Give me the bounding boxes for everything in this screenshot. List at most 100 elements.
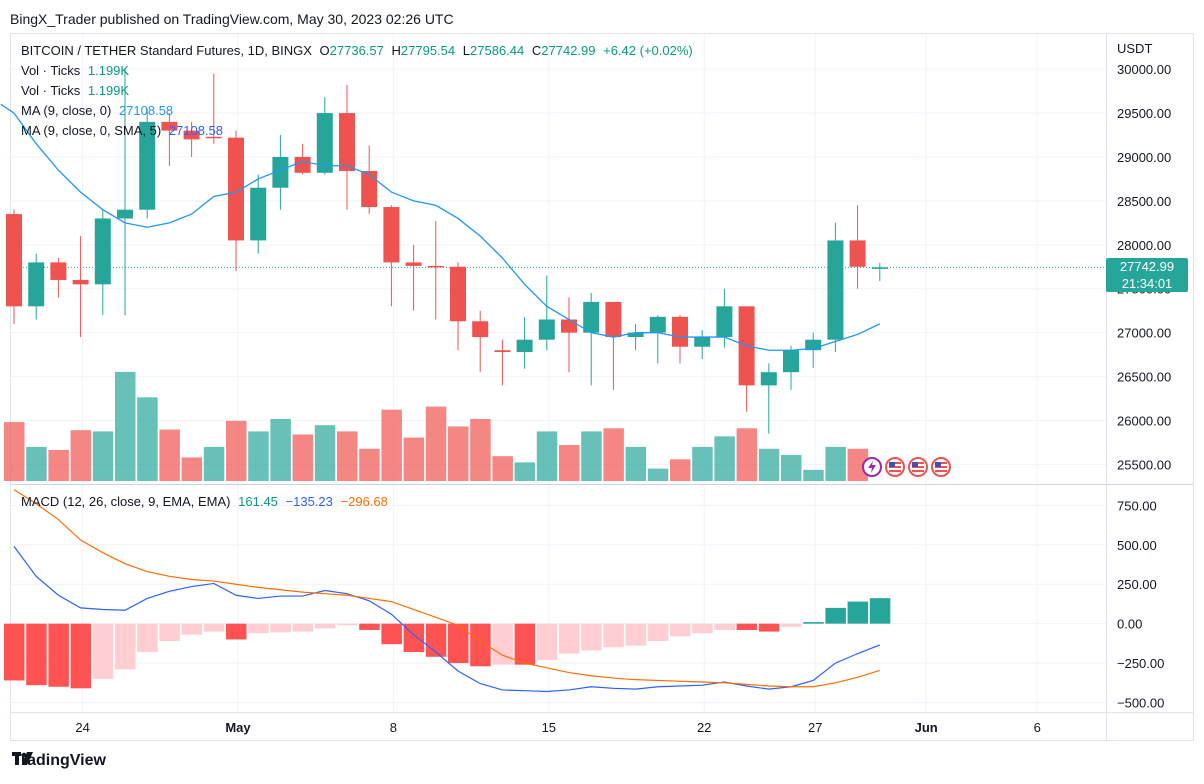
volume-value-2: 1.199K [87,83,130,98]
candle-body [849,240,866,267]
volume-bar [714,436,735,481]
volume-bar [625,446,647,481]
macd-histogram-bar [181,623,203,635]
macd-histogram-bar [270,623,291,633]
macd-axis-label: −250.00 [1117,656,1164,671]
ma-label-2: MA (9, close, 0, SMA, 5) [21,123,162,138]
us-flag-event-icon-1[interactable] [885,457,905,477]
chart-frame[interactable] [10,33,1194,741]
time-axis-label: Jun [915,720,938,735]
volume-bar [292,434,314,481]
candle-body [627,332,644,338]
us-flag-event-icon-2[interactable] [908,457,928,477]
footer-brand[interactable]: TradingView [12,752,106,770]
tradingview-logo-icon [12,752,33,765]
candle-body [450,266,466,322]
volume-bar [603,428,624,481]
candle-body [294,156,311,173]
price-axis-label: 30000.00 [1117,62,1171,77]
macd-line-value: −135.23 [285,494,333,509]
candle-body [716,306,733,338]
candle-body [827,240,844,340]
event-lightning-icon[interactable] [862,457,882,477]
candle-body [760,372,777,386]
publisher-line: BingX_Trader published on TradingView.co… [10,11,454,27]
volume-bar [381,409,402,481]
macd-histogram-bar [248,623,269,634]
high-value: 27795.54 [400,43,456,58]
price-axis-label: 28000.00 [1117,238,1171,253]
candle-body [316,113,333,173]
volume-legend-1[interactable]: Vol · Ticks 1.199K [21,63,133,78]
ma-legend-1[interactable]: MA (9, close, 0) 27108.58 [21,103,177,118]
macd-histogram-bar [803,622,824,624]
price-axis-label: 28500.00 [1117,194,1171,209]
macd-histogram-bar [825,607,846,624]
macd-histogram-bar [314,623,336,629]
macd-histogram-bar [692,623,713,634]
volume-bar [647,468,669,481]
macd-histogram-bar [359,623,380,630]
currency-label[interactable]: USDT [1117,41,1153,56]
volume-label-1: Vol · Ticks [21,63,81,78]
volume-bar [159,429,180,481]
macd-signal-value: −296.68 [340,494,388,509]
candle-body [516,339,533,352]
volume-bar [248,431,269,481]
macd-histogram-bar [736,623,758,630]
candle-body [339,113,355,172]
volume-bar [115,371,136,481]
macd-histogram-bar [847,601,869,624]
macd-histogram-bar [869,598,891,624]
candle-body [494,350,511,352]
macd-histogram-bar [625,623,647,646]
candle-body [871,267,888,269]
macd-signal-line [13,489,880,688]
macd-histogram-bar [559,623,580,654]
volume-bar [670,459,691,481]
volume-bar [425,406,447,481]
candle-body [672,316,688,347]
ma-value-2: 27108.58 [168,123,224,138]
symbol-legend[interactable]: BITCOIN / TETHER Standard Futures, 1D, B… [21,43,697,58]
candle-body [805,339,822,351]
candle-body [538,319,555,340]
volume-bar [203,446,225,481]
macd-histogram-bar [492,623,513,665]
symbol-title[interactable]: BITCOIN / TETHER Standard Futures, 1D, B… [21,43,312,58]
macd-histogram-bar [159,623,180,642]
candle-body [649,316,666,333]
macd-histogram-bar [337,623,358,626]
candle-body [361,171,378,208]
volume-bar [470,419,491,481]
ma-legend-2[interactable]: MA (9, close, 0, SMA, 5) 27108.58 [21,123,227,138]
candle-body [72,279,89,285]
time-axis-label: 22 [697,720,711,735]
volume-bar [226,420,247,481]
bar-countdown: 21:34:01 [1121,276,1173,292]
ma-label-1: MA (9, close, 0) [21,103,112,118]
volume-label-2: Vol · Ticks [21,83,81,98]
volume-bar [92,431,114,481]
volume-bar [181,457,203,481]
macd-histogram-bar [670,623,691,637]
macd-histogram-bar [4,623,25,681]
time-axis-label: 15 [542,720,556,735]
macd-histogram-value: 161.45 [238,494,278,509]
volume-legend-2[interactable]: Vol · Ticks 1.199K [21,83,133,98]
candle-body [405,262,422,266]
volume-bar [314,425,336,481]
volume-bar [403,437,425,481]
macd-histogram-bar [647,623,669,642]
macd-axis-label: 0.00 [1117,617,1142,632]
macd-legend[interactable]: MACD (12, 26, close, 9, EMA, EMA) 161.45… [21,494,392,509]
candle-body [50,262,67,280]
macd-histogram-bar [70,623,92,689]
candle-body [94,218,111,285]
macd-histogram-bar [448,623,469,664]
macd-histogram-bar [92,623,114,679]
us-flag-event-icon-3[interactable] [931,457,951,477]
candle-body [427,265,444,268]
time-axis-label: 27 [808,720,822,735]
